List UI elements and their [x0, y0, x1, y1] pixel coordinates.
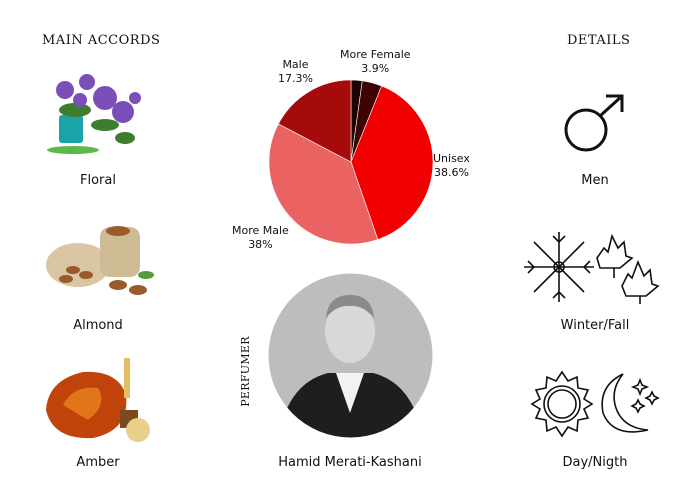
pie-label-more-male: More Male 38% — [232, 224, 289, 251]
amber-icon — [46, 358, 150, 442]
pie-slice-more-male — [268, 123, 379, 245]
male-symbol-icon — [564, 94, 624, 152]
detail-label-season: Winter/Fall — [560, 318, 630, 333]
details-heading: DETAILS — [567, 33, 631, 48]
perfumer-name: Hamid Merati-Kashani — [278, 455, 422, 470]
pie-slice-unisex — [350, 85, 434, 240]
sun-moon-icon — [530, 370, 660, 438]
pie-label-unisex: Unisex 38.6% — [433, 152, 470, 179]
accord-label-amber: Amber — [76, 455, 120, 470]
almond-icon — [46, 226, 154, 295]
perfumer-heading: PERFUMER — [238, 336, 252, 407]
snowflake-leaf-icon — [524, 232, 660, 304]
floral-plant-icon — [47, 74, 141, 154]
accord-label-almond: Almond — [73, 318, 123, 333]
pie-slice-male — [278, 79, 352, 163]
gender-pie-chart — [268, 79, 434, 245]
perfumer-photo — [268, 273, 433, 438]
main-accords-heading: MAIN ACCORDS — [42, 33, 161, 48]
detail-label-time: Day/Nigth — [562, 455, 628, 470]
pie-label-male: Male 17.3% — [278, 58, 313, 85]
accord-label-floral: Floral — [80, 173, 116, 188]
pie-label-more-female: More Female 3.9% — [340, 48, 411, 75]
detail-label-men: Men — [581, 173, 609, 188]
